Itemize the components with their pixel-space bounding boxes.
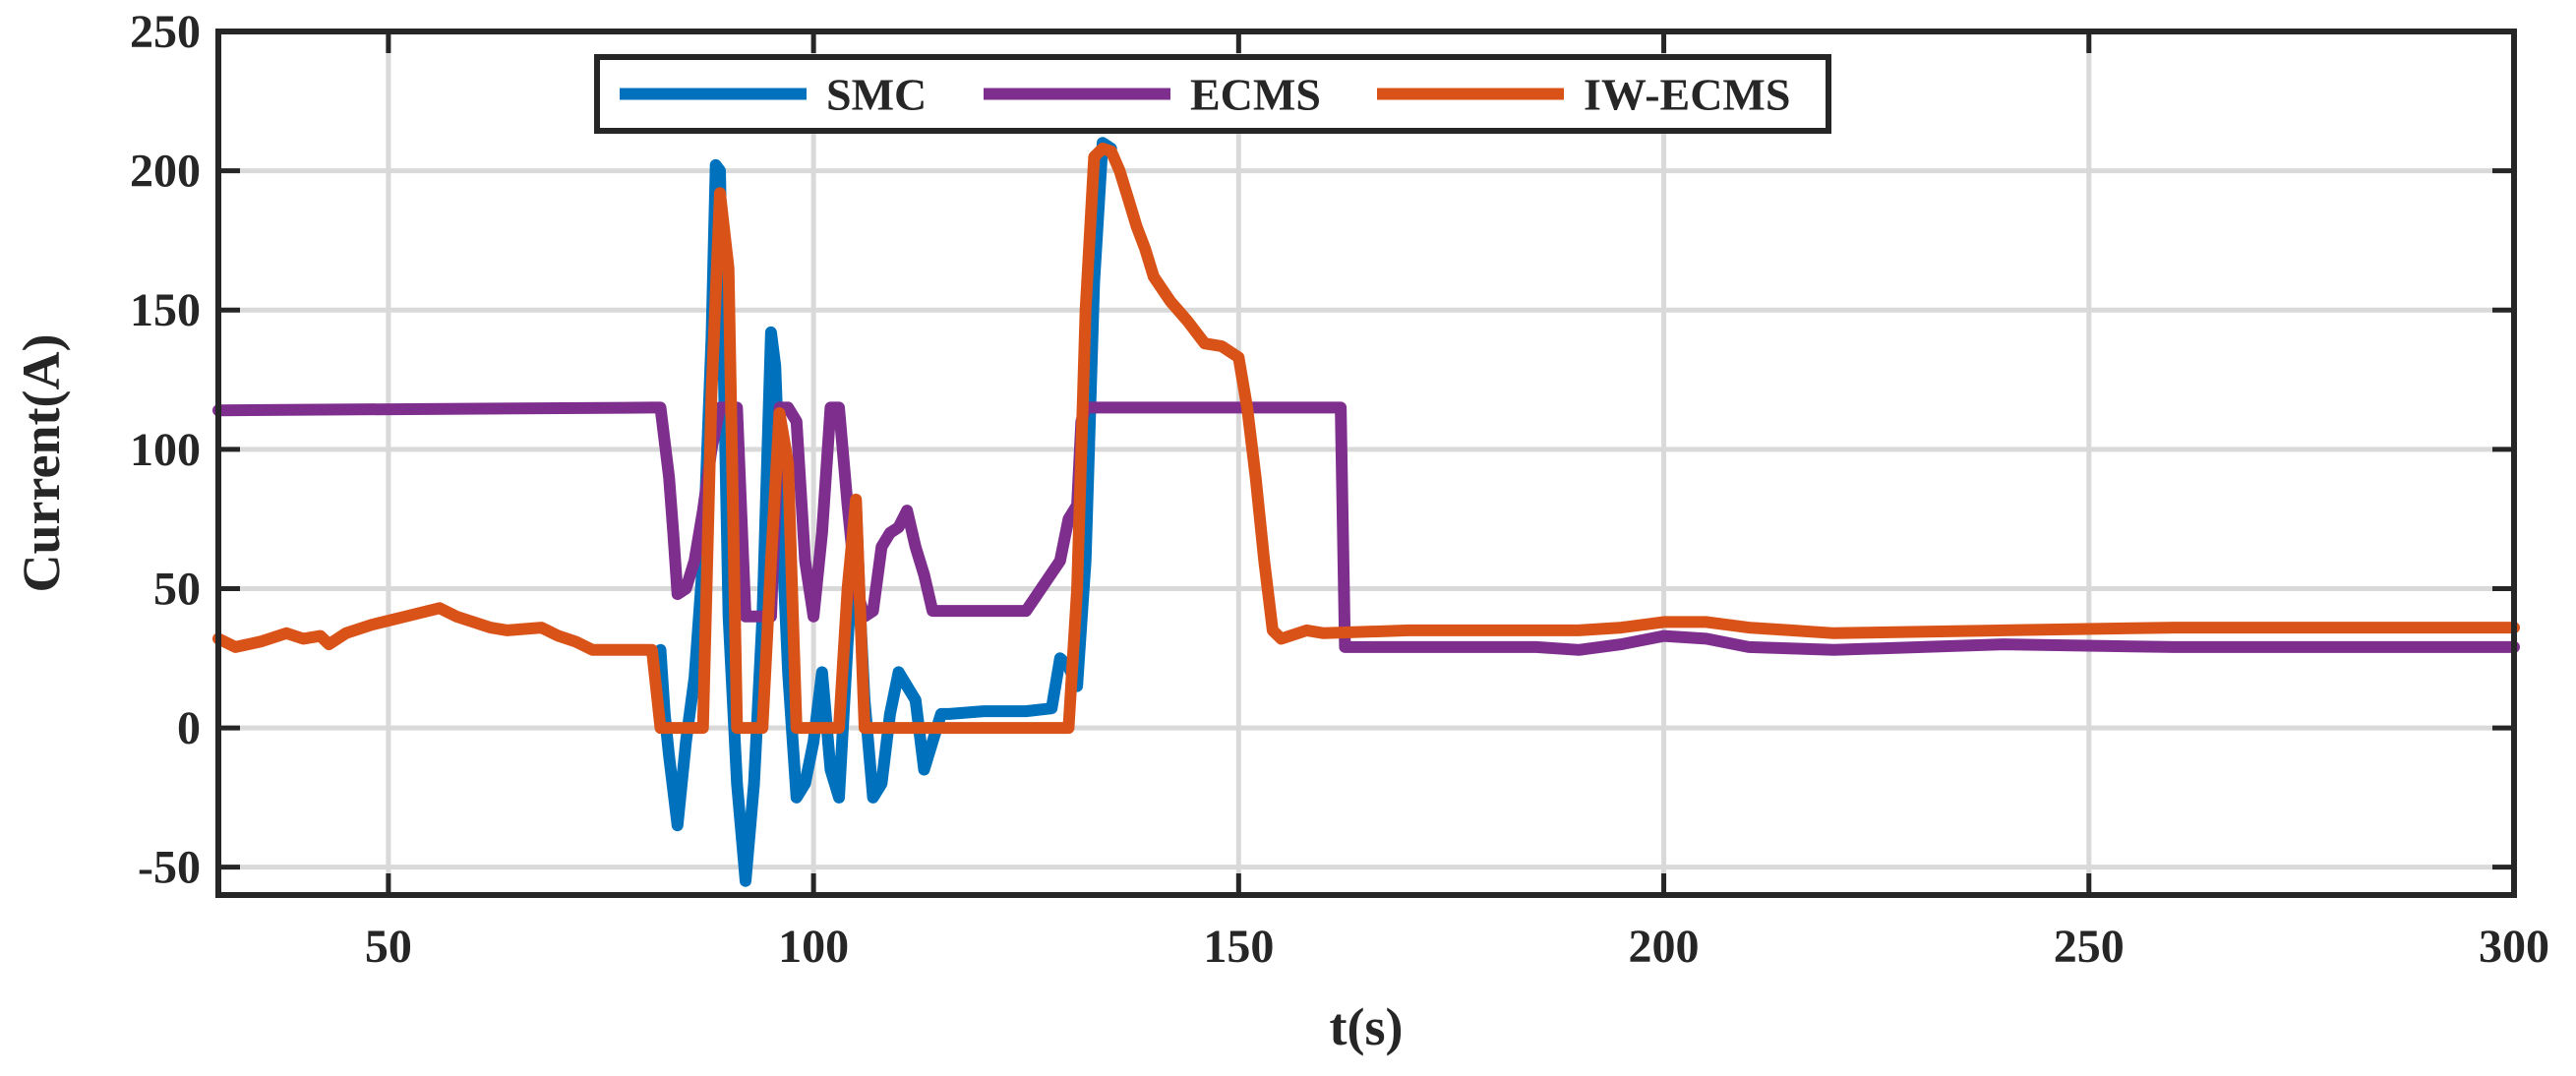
series-line-iw-ecms	[212, 143, 2520, 735]
y-tick-label: 100	[130, 424, 201, 476]
y-axis-label: Current(A)	[12, 334, 71, 593]
y-tick-label: 150	[130, 284, 201, 336]
ticks: 50 100 150 200 250 300 -50 0 50 100 150 200 250	[130, 6, 2549, 973]
x-tick-label: 300	[2479, 921, 2549, 973]
y-tick-label: 200	[130, 146, 201, 198]
x-tick-label: 100	[778, 921, 849, 973]
y-tick-label: 250	[130, 6, 201, 58]
x-axis-label: t(s)	[1330, 997, 1404, 1056]
plot-frame	[215, 29, 2517, 898]
grid	[218, 29, 2517, 895]
x-tick-label: 250	[2054, 921, 2125, 973]
y-tick-label: -50	[138, 842, 201, 894]
legend-label: ECMS	[1190, 70, 1321, 120]
y-tick-label: 50	[153, 563, 201, 615]
x-tick-label: 200	[1629, 921, 1700, 973]
legend: SMC ECMS IW-ECMS	[594, 54, 1831, 134]
series-line-smc	[654, 137, 1117, 887]
series-layer	[212, 137, 2520, 887]
x-tick-label: 150	[1203, 921, 1274, 973]
legend-label: IW-ECMS	[1584, 70, 1790, 120]
series-line-ecms	[212, 401, 2520, 656]
legend-label: SMC	[826, 70, 927, 120]
y-tick-label: 0	[177, 702, 201, 754]
x-tick-label: 50	[365, 921, 412, 973]
